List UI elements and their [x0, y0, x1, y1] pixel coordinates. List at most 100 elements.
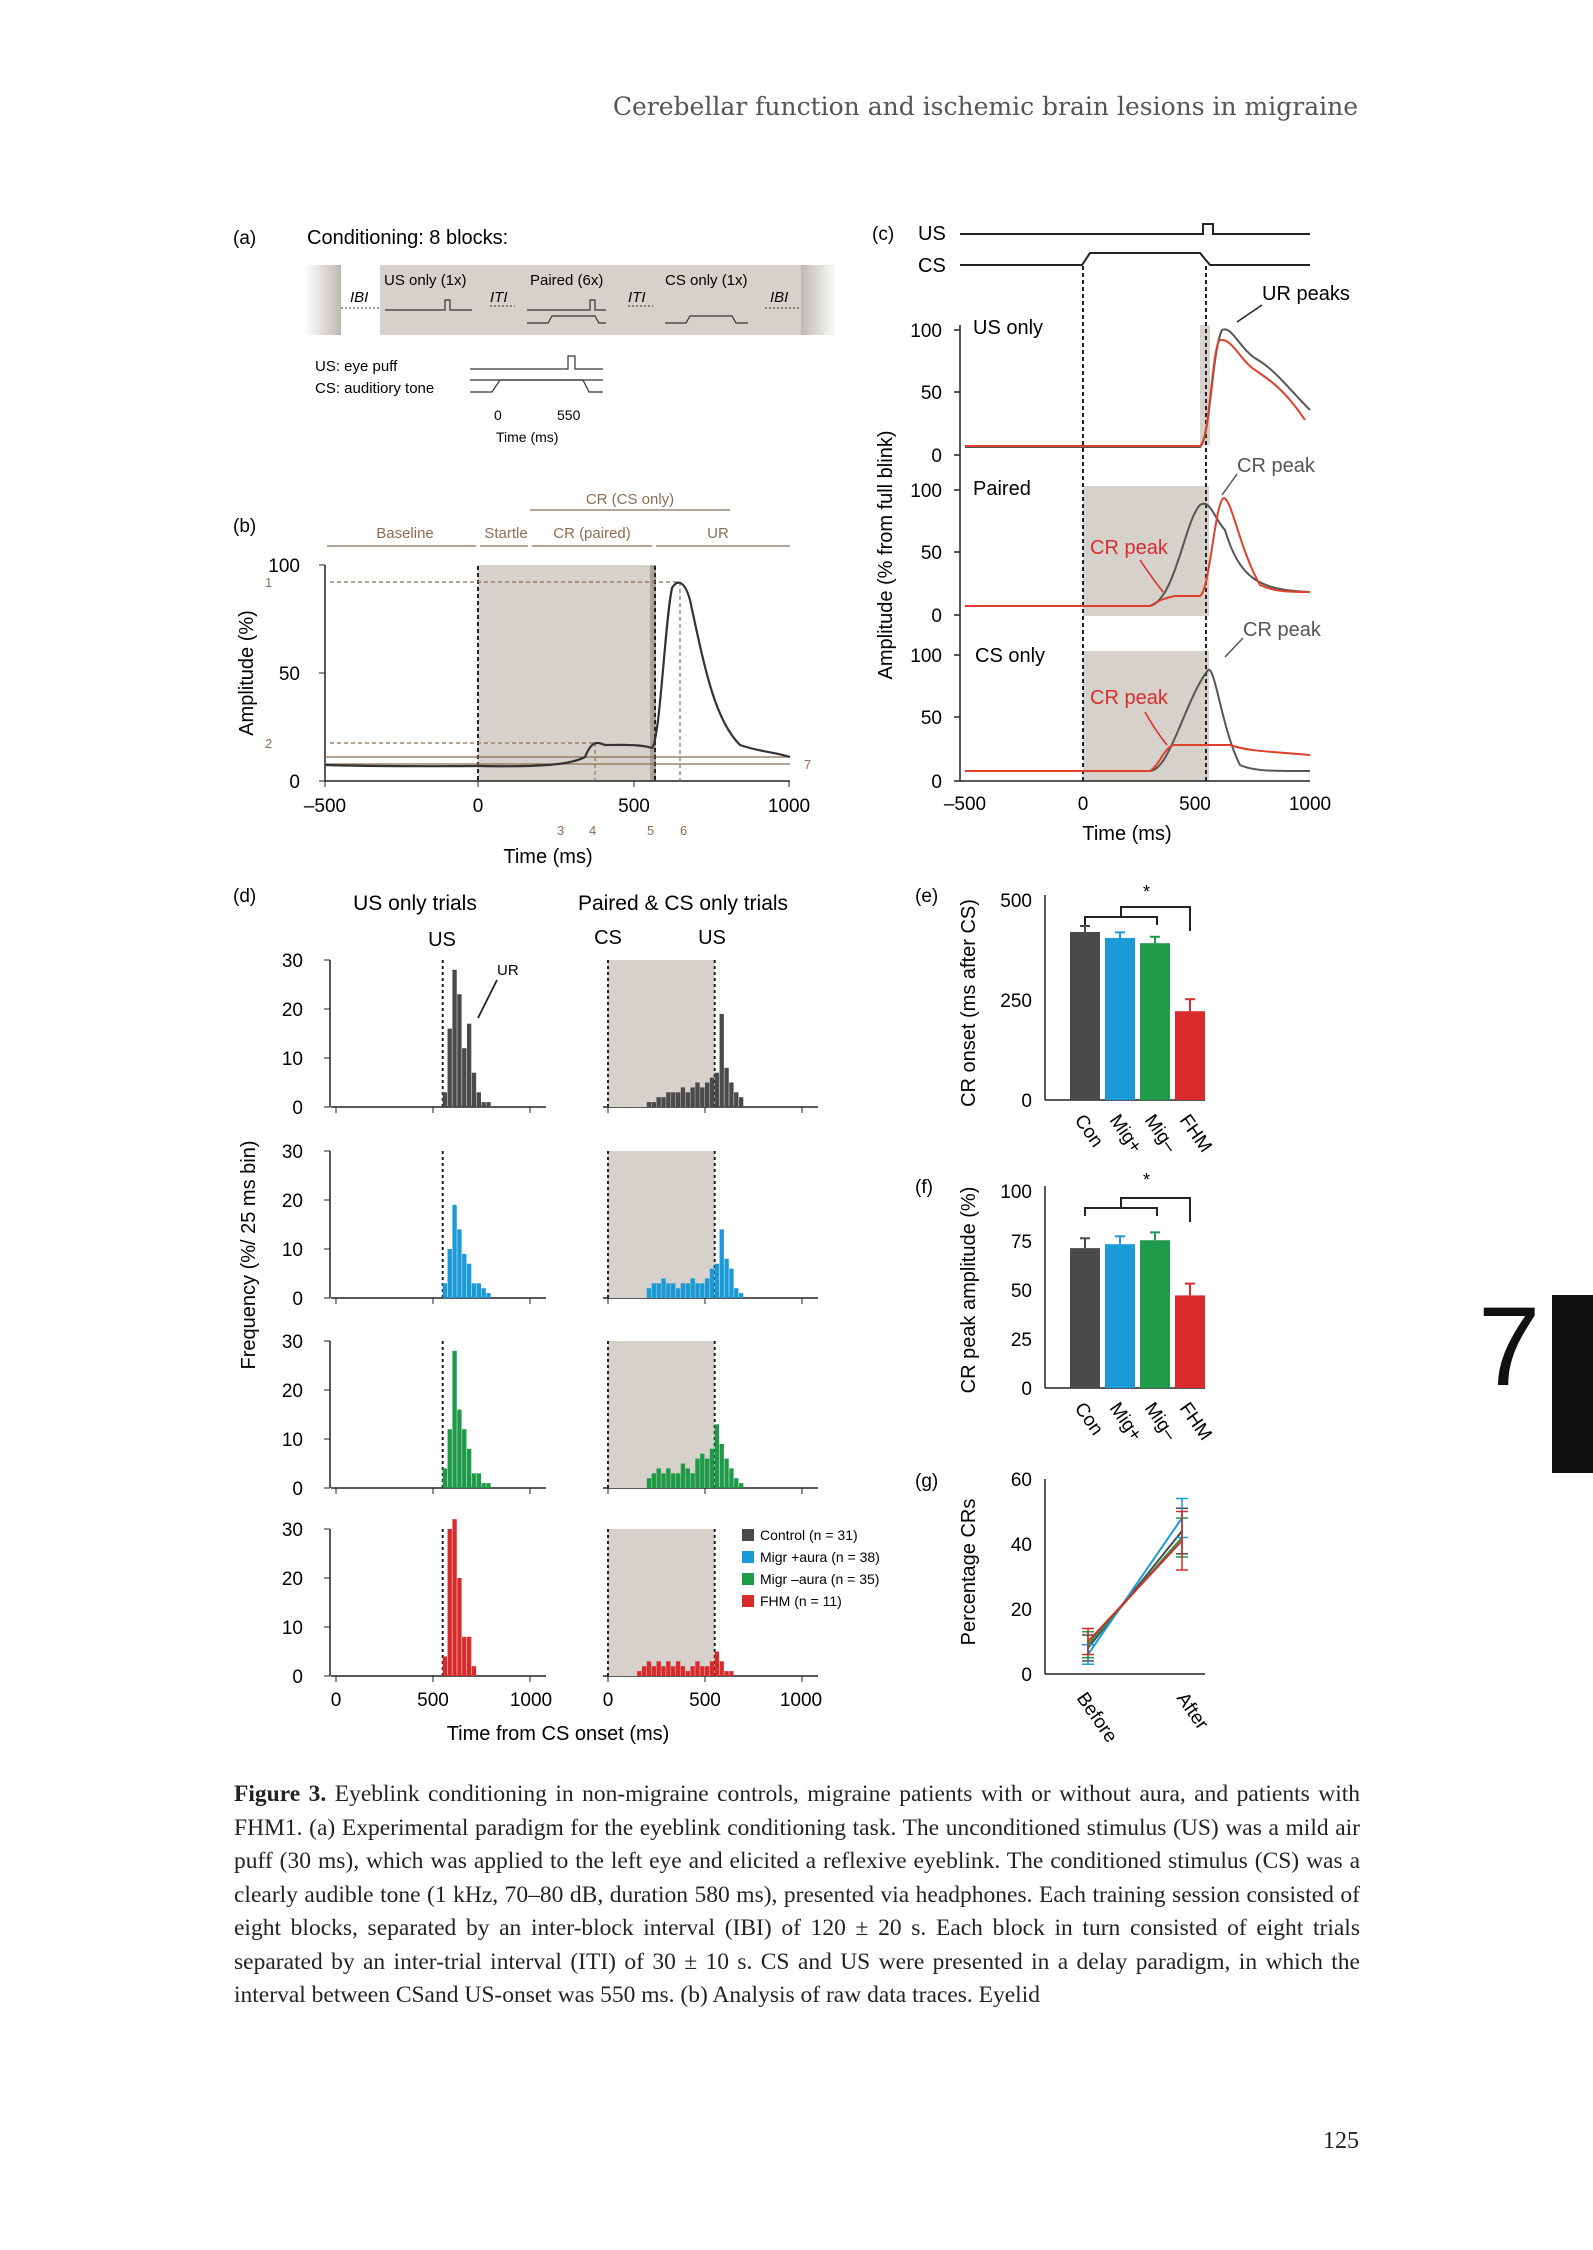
d-ylabel: Frequency (%/ 25 ms bin)	[238, 1141, 260, 1370]
panel-e-label: (e)	[915, 886, 938, 907]
hist-bar	[675, 1092, 681, 1107]
hist-bar	[661, 1278, 666, 1298]
c-sub-us-only: US only	[973, 317, 1043, 339]
e-ytick-250: 250	[1000, 991, 1032, 1012]
cs-window-shade	[608, 1151, 715, 1298]
figure-caption: Figure 3. Eyeblink conditioning in non-m…	[234, 1778, 1360, 2013]
sig-bracket-left	[1084, 916, 1158, 925]
c-xtick-neg500: –500	[944, 794, 986, 815]
cr-window-shade	[478, 565, 655, 781]
bar-Con	[1070, 1248, 1100, 1388]
d-col1-title: US only trials	[353, 892, 477, 915]
hist-bar	[700, 1453, 705, 1488]
d-xtick-0a: 0	[331, 1690, 342, 1711]
cr-peak-red-cs: CR peak	[1090, 687, 1169, 709]
hist-bar	[466, 1023, 472, 1107]
hist-bar	[705, 1082, 710, 1107]
c-ytick-0b: 0	[931, 606, 942, 627]
c-xlabel: Time (ms)	[1082, 823, 1171, 845]
d-xtick-500b: 500	[689, 1690, 721, 1711]
hist-y-label: 20	[282, 1191, 303, 1212]
cs-window-shade	[608, 1529, 715, 1676]
hist-bar	[457, 1229, 462, 1298]
hist-bar	[457, 1409, 462, 1488]
series-line-1	[1087, 1517, 1183, 1656]
hist-bar	[719, 1013, 724, 1107]
d-us-label-1: US	[428, 929, 456, 951]
hist-bar	[690, 1473, 695, 1488]
hist-bar	[447, 1529, 452, 1676]
hist-bar	[462, 1253, 467, 1298]
panel-g-label: (g)	[915, 1471, 938, 1492]
hist-bar	[466, 1636, 472, 1676]
hist-bar	[452, 1519, 457, 1676]
hist-bar	[661, 1473, 666, 1488]
hist-bar	[724, 1258, 729, 1298]
hist-bar	[729, 1671, 734, 1676]
b-xlabel: Time (ms)	[503, 846, 592, 868]
hist-bar	[637, 1671, 642, 1676]
marker-5: 5	[647, 823, 654, 838]
legend-mig-aura: Migr +aura (n = 38)	[760, 1549, 880, 1565]
tick-0: 0	[494, 407, 502, 423]
hist-bar	[714, 1263, 720, 1298]
c-ytick-50c: 50	[921, 708, 942, 729]
chapter-tab	[1552, 1295, 1593, 1473]
hist-bar	[705, 1666, 710, 1676]
g-xtick-after: After	[1172, 1689, 1213, 1734]
legend-fhm: FHM (n = 11)	[760, 1593, 842, 1609]
d-legend: Control (n = 31) Migr +aura (n = 38) Mig…	[742, 1527, 880, 1609]
hist-bar	[729, 1082, 734, 1107]
legend-mig-noaura: Migr –aura (n = 35)	[760, 1571, 879, 1587]
marker-2: 2	[265, 736, 272, 751]
g-ytick-60: 60	[1011, 1470, 1032, 1491]
bar-Con	[1070, 932, 1100, 1100]
hist-bar	[656, 1661, 661, 1676]
f-ytick-0: 0	[1021, 1379, 1032, 1400]
hist-bar	[486, 1483, 491, 1488]
hist-bar	[690, 1278, 695, 1298]
hist-bar	[476, 1092, 481, 1107]
b-xtick-1000: 1000	[768, 796, 810, 817]
hist-bar	[714, 1424, 720, 1488]
bar-Mig+	[1105, 938, 1135, 1100]
bar-Mig–	[1140, 943, 1170, 1100]
hist-bar	[671, 1473, 676, 1488]
c-xtick-500: 500	[1179, 794, 1211, 815]
hist-bar	[734, 1478, 739, 1488]
b-ytick-50: 50	[279, 664, 300, 685]
ur-peaks-label: UR peaks	[1262, 283, 1350, 305]
sig-bracket-left	[1084, 1207, 1158, 1216]
chapter-number: 7	[1478, 1284, 1541, 1409]
cr-peak-label-cs: CR peak	[1243, 619, 1322, 641]
caption-lead: Figure 3.	[234, 1781, 327, 1807]
hist-bar	[709, 1268, 715, 1298]
hist-bar	[685, 1468, 690, 1488]
hist-bar	[675, 1288, 681, 1298]
f-ytick-25: 25	[1011, 1330, 1032, 1351]
hist-bar	[471, 1283, 477, 1298]
hist-bar	[724, 1671, 729, 1676]
hist-bar	[646, 1288, 652, 1298]
hist-y-label: 30	[282, 1520, 303, 1541]
hist-bar	[666, 1661, 671, 1676]
caption-text: Eyeblink conditioning in non-migraine co…	[234, 1781, 1360, 2008]
hist-bar	[646, 1661, 652, 1676]
hist-bar	[661, 1666, 666, 1676]
tick-550: 550	[557, 407, 581, 423]
hist-bar	[452, 969, 457, 1107]
hist-bar	[481, 1288, 486, 1298]
histogram-layer: 0 10 20 30 0 10 20 30 0 10 20 30 0 10 20 30	[282, 951, 818, 1688]
category-label: FHM	[1175, 1399, 1216, 1445]
d-us-label-2: US	[698, 927, 726, 949]
g-xtick-before: Before	[1072, 1689, 1121, 1747]
hist-bar	[734, 1092, 739, 1107]
c-ytick-100a: 100	[910, 321, 942, 342]
c-ytick-50a: 50	[921, 383, 942, 404]
iti-left: ITI	[490, 289, 508, 306]
hist-bar	[714, 1651, 720, 1676]
b-xtick-500: 500	[618, 796, 650, 817]
c-ylabel: Amplitude (% from full blink)	[875, 431, 897, 680]
hist-bar	[714, 1072, 720, 1107]
